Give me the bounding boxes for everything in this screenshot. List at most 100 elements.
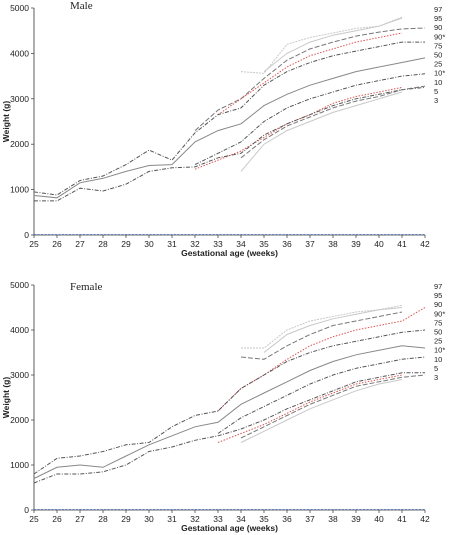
x-tick-label: 25 — [29, 239, 39, 249]
legend-label-10: 10 — [434, 355, 442, 364]
y-axis-label: Weight (g) — [1, 101, 11, 143]
x-axis-label: Gestational age (weeks) — [181, 248, 278, 258]
panel-title: Female — [70, 281, 102, 293]
x-tick-label: 34 — [236, 514, 246, 524]
legend-label-3: 3 — [434, 373, 438, 382]
x-tick-label: 41 — [397, 514, 407, 524]
x-tick-label: 39 — [351, 514, 361, 524]
x-tick-label: 33 — [213, 239, 223, 249]
legend-label-95: 95 — [434, 14, 442, 23]
y-tick-label: 0 — [24, 230, 29, 240]
series-line-5 — [240, 85, 426, 159]
series-line-95 — [263, 307, 403, 353]
x-tick-label: 34 — [236, 239, 246, 249]
x-tick-label: 26 — [52, 514, 62, 524]
y-tick-label: 2000 — [10, 139, 29, 149]
series-line-25 — [194, 73, 426, 166]
series-line-10-star — [217, 374, 403, 443]
series-line-10 — [34, 86, 426, 202]
legend-label-5: 5 — [434, 364, 438, 373]
x-tick-label: 28 — [98, 514, 108, 524]
x-tick-label: 37 — [305, 239, 315, 249]
x-axis-label: Gestational age (weeks) — [181, 523, 278, 533]
legend-label-5: 5 — [434, 87, 438, 96]
x-tick-label: 36 — [282, 514, 292, 524]
legend-label-90-star: 90* — [434, 32, 445, 41]
x-tick-label: 39 — [351, 239, 361, 249]
legend-label-10-star: 10* — [434, 346, 445, 355]
x-tick-label: 32 — [190, 239, 200, 249]
y-axis-label: Weight (g) — [1, 377, 11, 419]
series-line-10 — [33, 372, 425, 484]
legend-label-90-star: 90* — [434, 309, 445, 318]
series-line-50 — [33, 345, 426, 479]
series-line-97 — [241, 304, 403, 349]
series-line-25 — [217, 356, 426, 434]
legend-label-10: 10 — [434, 78, 442, 87]
x-tick-label: 40 — [374, 514, 384, 524]
y-tick-label: 5000 — [10, 280, 29, 290]
x-tick-label: 38 — [328, 514, 338, 524]
x-tick-label: 33 — [213, 514, 223, 524]
series-line-3 — [240, 379, 403, 443]
legend-label-97: 97 — [434, 282, 442, 291]
series-line-75 — [33, 41, 425, 196]
x-tick-label: 25 — [29, 514, 39, 524]
x-tick-label: 29 — [121, 239, 131, 249]
series-line-50 — [33, 57, 426, 199]
y-tick-label: 2000 — [10, 415, 29, 425]
x-tick-label: 36 — [282, 239, 292, 249]
legend-label-75: 75 — [434, 318, 442, 327]
legend-label-90: 90 — [434, 300, 442, 309]
legend-label-50: 50 — [434, 328, 442, 337]
series-line-5 — [240, 374, 426, 439]
x-tick-label: 28 — [98, 239, 108, 249]
x-tick-label: 41 — [397, 239, 407, 249]
y-tick-label: 1000 — [10, 185, 29, 195]
y-tick-label: 1000 — [10, 460, 29, 470]
x-tick-label: 42 — [420, 514, 430, 524]
legend-label-50: 50 — [434, 51, 442, 60]
series-line-10-star — [194, 86, 403, 170]
x-tick-label: 30 — [144, 514, 154, 524]
x-tick-label: 38 — [328, 239, 338, 249]
x-tick-label: 35 — [259, 239, 269, 249]
y-tick-label: 4000 — [10, 325, 29, 335]
x-tick-label: 37 — [305, 514, 315, 524]
y-tick-label: 3000 — [10, 370, 29, 380]
x-tick-label: 40 — [374, 239, 384, 249]
x-tick-label: 27 — [75, 514, 85, 524]
x-tick-label: 26 — [52, 239, 62, 249]
x-tick-label: 35 — [259, 514, 269, 524]
series-line-75 — [33, 329, 426, 475]
legend-label-25: 25 — [434, 60, 442, 69]
x-tick-label: 31 — [167, 239, 177, 249]
series-line-3 — [240, 91, 403, 172]
x-tick-label: 31 — [167, 514, 177, 524]
x-tick-label: 42 — [420, 239, 430, 249]
series-line-90-star — [217, 307, 426, 412]
x-tick-label: 30 — [144, 239, 154, 249]
series-line-90-star — [217, 32, 403, 116]
legend-label-3: 3 — [434, 96, 438, 105]
y-tick-label: 3000 — [10, 94, 29, 104]
legend-label-75: 75 — [434, 41, 442, 50]
legend-label-97: 97 — [434, 5, 442, 14]
series-line-90 — [240, 311, 403, 360]
legend-label-10-star: 10* — [434, 69, 445, 78]
x-tick-label: 29 — [121, 514, 131, 524]
x-tick-label: 27 — [75, 239, 85, 249]
x-tick-label: 32 — [190, 514, 200, 524]
panel-title: Male — [70, 0, 93, 12]
y-tick-label: 5000 — [10, 3, 29, 13]
series-line-95 — [263, 17, 403, 72]
series-line-90 — [194, 27, 426, 131]
legend-label-95: 95 — [434, 291, 442, 300]
y-tick-label: 4000 — [10, 48, 29, 58]
legend-label-90: 90 — [434, 23, 442, 32]
legend-label-25: 25 — [434, 337, 442, 346]
y-tick-label: 0 — [24, 505, 29, 515]
